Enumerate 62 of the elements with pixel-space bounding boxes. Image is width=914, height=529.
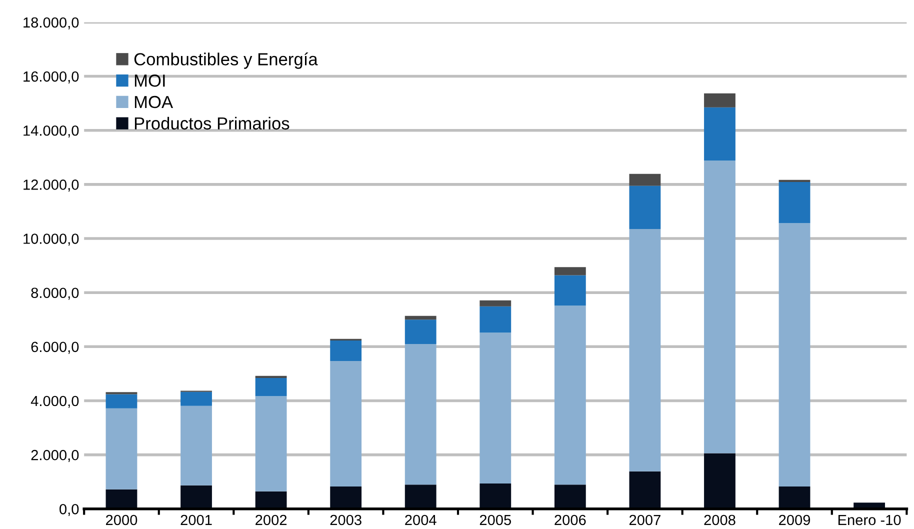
bar xyxy=(704,93,736,108)
bar xyxy=(778,180,810,182)
x-tick-label: 2008 xyxy=(704,514,736,526)
y-tick-label: 16.000,0 xyxy=(24,71,79,84)
bar xyxy=(629,471,661,509)
bar xyxy=(255,396,287,492)
bar xyxy=(404,316,436,320)
y-tick-label: 12.000,0 xyxy=(24,180,79,192)
x-tick-label: 2003 xyxy=(330,514,362,526)
y-tick-label: 18.000,0 xyxy=(24,17,79,30)
bar xyxy=(778,486,810,509)
bar xyxy=(255,491,287,509)
bar xyxy=(554,306,586,485)
x-tick-label: 2007 xyxy=(629,514,660,526)
bar xyxy=(629,174,661,186)
bar xyxy=(778,182,810,224)
x-tick-label: 2005 xyxy=(480,514,511,526)
bar xyxy=(106,394,138,408)
y-tick-label: 6.000,0 xyxy=(31,342,79,354)
bar xyxy=(106,408,138,490)
bar xyxy=(704,453,736,509)
y-tick-label: 14.000,0 xyxy=(24,125,79,138)
bar xyxy=(106,489,138,509)
y-tick-label: 10.000,0 xyxy=(24,234,79,246)
x-tick-label: 2002 xyxy=(256,514,287,526)
x-tick-label: 2009 xyxy=(779,514,810,526)
bar xyxy=(255,378,287,396)
bar xyxy=(480,300,512,306)
y-tick-label: 0,0 xyxy=(60,504,79,516)
bar xyxy=(404,484,436,509)
legend-label: Combustibles y Energía xyxy=(134,52,318,69)
bar xyxy=(629,229,661,472)
y-tick-label: 4.000,0 xyxy=(30,396,79,408)
bar xyxy=(330,486,362,509)
bar xyxy=(554,267,586,276)
x-tick-label: Enero -10 xyxy=(838,514,901,526)
bar xyxy=(704,160,736,454)
bar xyxy=(554,484,586,509)
legend-label: MOI xyxy=(134,74,165,87)
bar xyxy=(180,392,212,406)
bar xyxy=(404,320,436,344)
bar xyxy=(330,340,362,361)
bar xyxy=(480,306,512,333)
legend-label: Productos Primarios xyxy=(134,116,290,130)
x-tick-label: 2000 xyxy=(106,514,138,526)
bar xyxy=(330,361,362,486)
bar xyxy=(404,344,436,485)
x-tick-label: 2004 xyxy=(405,514,436,526)
x-tick-label: 2006 xyxy=(554,514,586,526)
bar xyxy=(554,275,586,306)
bar xyxy=(480,483,512,509)
bar xyxy=(180,485,212,509)
bar xyxy=(180,406,212,486)
bar xyxy=(778,223,810,486)
bar xyxy=(255,376,287,378)
bar xyxy=(480,332,512,484)
y-tick-label: 8.000,0 xyxy=(31,288,79,300)
y-tick-label: 2.000,0 xyxy=(31,450,79,462)
bar xyxy=(629,186,661,230)
bar xyxy=(704,107,736,161)
x-tick-label: 2001 xyxy=(180,514,212,526)
legend-label: MOA xyxy=(134,96,174,108)
